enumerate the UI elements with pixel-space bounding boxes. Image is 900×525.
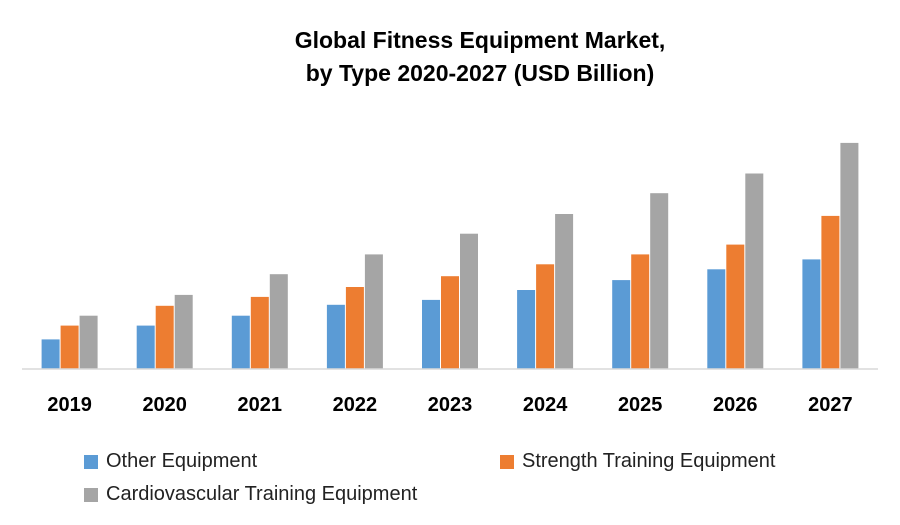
x-tick-labels: 2019 2020 2021 2022 2023 2024 2025 2026 2027 (47, 394, 852, 416)
legend-item-strength-training-equipment: Strength Training Equipment (500, 450, 776, 473)
x-tick-label-2024: 2024 (523, 394, 568, 416)
bar-cardiovascular-training-equipment-2027 (840, 142, 859, 369)
bar-other-equipment-2024 (517, 290, 536, 369)
bar-cardiovascular-training-equipment-2019 (79, 315, 98, 369)
bar-strength-training-equipment-2021 (250, 296, 269, 369)
bar-other-equipment-2022 (326, 304, 345, 369)
bar-chart-plot: 2019 2020 2021 2022 2023 2024 2025 2026 2027 (22, 142, 878, 416)
bar-strength-training-equipment-2026 (726, 244, 745, 369)
chart-title: Global Fitness Equipment Market, by Type… (0, 24, 900, 90)
bar-cardiovascular-training-equipment-2021 (269, 274, 288, 369)
chart-title-line-1: Global Fitness Equipment Market, (294, 27, 666, 53)
bar-cardiovascular-training-equipment-2024 (555, 214, 574, 369)
bar-other-equipment-2019 (41, 339, 60, 369)
bar-strength-training-equipment-2019 (60, 325, 79, 370)
bar-cardiovascular-training-equipment-2026 (745, 173, 764, 369)
legend-item-other-equipment: Other Equipment (84, 450, 257, 473)
bar-cardiovascular-training-equipment-2022 (364, 254, 383, 369)
bar-cardiovascular-training-equipment-2023 (460, 233, 478, 369)
bar-other-equipment-2021 (231, 315, 250, 369)
legend-label-strength-training-equipment: Strength Training Equipment (522, 450, 776, 472)
x-tick-label-2021: 2021 (238, 394, 283, 416)
legend-swatch-other-equipment (84, 454, 98, 469)
x-tick-label-2025: 2025 (618, 394, 663, 416)
x-tick-label-2023: 2023 (428, 394, 473, 416)
x-tick-label-2027: 2027 (808, 394, 853, 416)
x-tick-label-2020: 2020 (142, 394, 187, 416)
x-tick-label-2022: 2022 (333, 394, 378, 416)
bar-other-equipment-2027 (802, 259, 821, 369)
bar-other-equipment-2023 (422, 299, 440, 369)
bar-strength-training-equipment-2020 (155, 305, 174, 369)
chart-legend: Other Equipment Strength Training Equipm… (0, 440, 900, 520)
bar-strength-training-equipment-2025 (631, 254, 650, 369)
bar-cardiovascular-training-equipment-2020 (174, 294, 193, 369)
bar-strength-training-equipment-2023 (441, 276, 459, 369)
bar-other-equipment-2026 (707, 269, 726, 369)
x-tick-label-2026: 2026 (713, 394, 758, 416)
bar-strength-training-equipment-2024 (536, 264, 555, 369)
legend-label-cardiovascular-training-equipment: Cardiovascular Training Equipment (106, 483, 418, 505)
legend-label-other-equipment: Other Equipment (106, 450, 258, 472)
bar-other-equipment-2020 (136, 325, 155, 370)
bars-group (41, 142, 859, 370)
legend-item-cardiovascular-training-equipment: Cardiovascular Training Equipment (84, 483, 417, 506)
x-tick-label-2019: 2019 (47, 394, 92, 416)
legend-swatch-strength-training-equipment (500, 454, 514, 469)
legend-swatch-cardiovascular-training-equipment (84, 487, 98, 502)
bar-other-equipment-2025 (612, 280, 631, 369)
bar-cardiovascular-training-equipment-2025 (650, 193, 669, 369)
chart-title-line-2: by Type 2020-2027 (USD Billion) (305, 60, 655, 86)
bar-strength-training-equipment-2022 (345, 287, 364, 369)
bar-strength-training-equipment-2027 (821, 215, 840, 369)
